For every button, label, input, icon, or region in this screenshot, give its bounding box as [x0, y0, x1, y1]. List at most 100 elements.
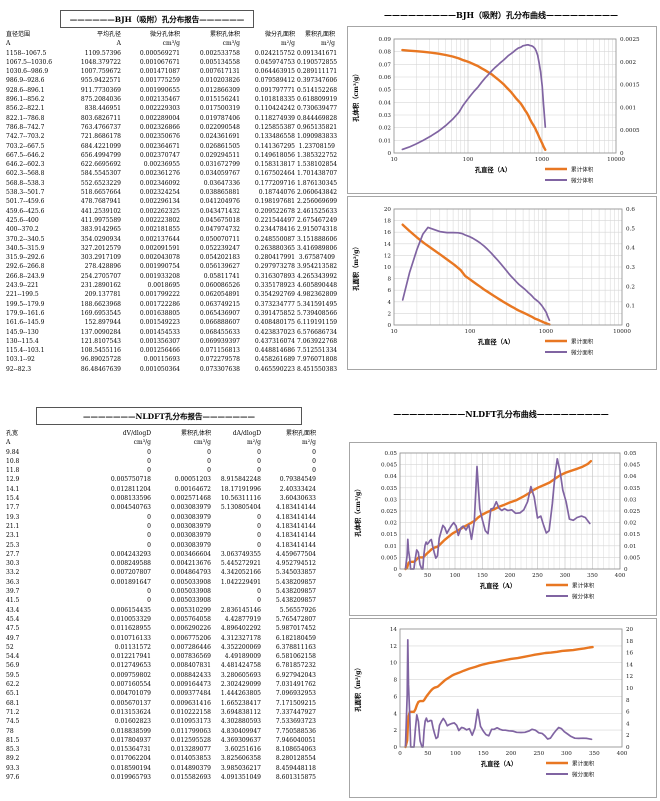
table-cell: 6.576686734 — [297, 328, 337, 336]
table-cell: 0.017804937 — [110, 736, 151, 744]
table-cell: 62.2 — [6, 681, 20, 689]
table-cell: 8.280128554 — [275, 755, 316, 763]
table-row: 986.9--928.6 955.9422571 0.001775259 0.0102… — [3, 76, 337, 85]
table-cell: 3.280605693 — [220, 671, 261, 679]
table-cell: 292.6--266.8 — [6, 263, 45, 271]
bjh-area-distribution-chart: 0 2 4 6 8 10 12 14 16 18 20 0 0.1 0.2 0.3 0.4 0.5 0.6 10 10… — [347, 196, 657, 370]
table-cell: 1.876130345 — [297, 179, 337, 187]
table-cell: 0.001050364 — [139, 365, 180, 373]
series-line — [404, 638, 593, 748]
table-cell: 0.141367295 — [254, 142, 295, 150]
y-axis-tick-left: 0.03 — [385, 497, 398, 503]
table-cell: 0.050070711 — [199, 235, 240, 243]
table-cell: 622.6695692 — [80, 161, 121, 169]
table-row: 17.7 0.004540763 0.003083979 5.130805404 4.1… — [3, 503, 318, 512]
table-cell: 0.010222158 — [170, 708, 211, 716]
table-cell: 5.341591495 — [297, 300, 337, 308]
table-cell: 1007.759672 — [80, 68, 121, 76]
y-axis-tick-right: 0.02 — [624, 521, 637, 527]
table-cell: 0 — [257, 522, 261, 530]
table-cell: 0.465590223 — [254, 365, 295, 373]
y-axis-label: 孔体积（cm³/g） — [351, 70, 360, 121]
table-cell: 501.7--459.6 — [6, 198, 45, 206]
table-cell: 0.001454533 — [139, 328, 180, 336]
table-row: 501.7--459.6 478.7687941 0.002296134 0.0412… — [3, 197, 337, 206]
table-cell: 0 — [257, 457, 261, 465]
table-cell: 0.005033908 — [170, 578, 211, 586]
table-cell: 0 — [147, 448, 151, 456]
table-cell: 4.183414144 — [275, 504, 316, 512]
table-cell: 0.072279578 — [199, 356, 240, 364]
y-axis-tick-left: 0.08 — [379, 50, 392, 56]
table-row: 56.9 0.012749653 0.008407831 4.481424758 6.7… — [3, 661, 318, 670]
table-cell: 0.001775259 — [139, 77, 180, 85]
table-cell: 0.045675018 — [199, 216, 240, 224]
table-cell: 3.825606358 — [220, 755, 261, 763]
table-cell: 0.437316074 — [254, 337, 295, 345]
y-axis-tick-left: 12 — [390, 644, 398, 650]
table-cell: 459.6--425.6 — [6, 207, 45, 215]
table-cell: 0.003083979 — [170, 522, 211, 530]
y-axis-tick-right: 0.035 — [624, 486, 640, 492]
table-cell: 0.002364671 — [139, 142, 180, 150]
table-row: 103.1--92 96.89025728 0.00115693 0.07227957… — [3, 355, 337, 364]
legend-label: 累计体积 — [572, 582, 595, 590]
table-row: 199.5--179.9 188.6623968 0.001722286 0.0637… — [3, 300, 337, 309]
table-cell: 累积孔体积 — [209, 31, 240, 38]
table-cell: 0.001067671 — [139, 58, 180, 66]
y-axis-tick-right: 0.01 — [624, 544, 636, 550]
plot-area — [394, 39, 616, 153]
table-cell: 0.011628955 — [110, 625, 151, 633]
table-row: 538.3--501.7 518.6657664 0.002324254 0.0388… — [3, 188, 337, 197]
table-cell: 0.209522678 — [254, 207, 295, 215]
table-cell: 584.5545307 — [80, 170, 121, 178]
series-line — [404, 459, 593, 571]
table-cell: 0 — [257, 597, 261, 605]
table-cell: 684.4221099 — [80, 142, 121, 150]
table-cell: 0 — [207, 457, 211, 465]
table-cell: 0.001891647 — [110, 578, 151, 586]
table-cell: 0.00236955 — [143, 161, 180, 169]
table-cell: A — [6, 439, 11, 447]
table-cell: 4.481424758 — [220, 662, 261, 670]
series-line — [401, 226, 551, 322]
table-row: 400--370.2 383.9142965 0.002181855 0.047974… — [3, 225, 337, 234]
table-cell: 0.297973278 — [254, 263, 295, 271]
y-axis-tick-left: 8 — [393, 678, 397, 684]
table-cell: 0.101818335 — [254, 96, 295, 104]
table-cell: 0.060086526 — [199, 282, 240, 290]
table-cell: 0.002043078 — [139, 254, 180, 262]
table-cell: 0.00051203 — [174, 476, 211, 484]
table-cell: 7.171509215 — [275, 699, 316, 707]
x-axis-tick: 200 — [505, 573, 516, 579]
y-axis-tick-left: 0.04 — [379, 100, 392, 106]
table-cell: 3.954213582 — [297, 263, 337, 271]
table-row: 11.8 0 0 0 0 — [3, 466, 318, 475]
table-cell: 7.976071808 — [297, 356, 337, 364]
table-cell: 4.302880593 — [220, 718, 261, 726]
table-cell: 0.335178923 — [254, 282, 295, 290]
table-cell: 4.352200069 — [220, 643, 261, 651]
table-cell: 0.012595528 — [170, 736, 211, 744]
table-cell: 30.3 — [6, 560, 20, 568]
table-cell: 5.345033857 — [275, 569, 316, 577]
table-cell: 0.031672799 — [199, 161, 240, 169]
table-cell: 254.2705707 — [80, 272, 121, 280]
y-axis-tick-left: 16 — [384, 230, 392, 236]
table-cell: 0.002533758 — [199, 49, 240, 57]
legend-label: 微分面积 — [572, 771, 595, 779]
table-cell: 0.024361691 — [199, 133, 240, 141]
x-axis-tick: 10 — [390, 157, 398, 163]
table-cell: 0.003083979 — [170, 532, 211, 540]
table-cell: 累积孔面积 — [285, 430, 316, 437]
table-cell: dA/dlogD — [232, 430, 261, 437]
table-cell: 0.002296134 — [139, 198, 180, 206]
y-axis-tick-right: 0.04 — [624, 474, 637, 480]
legend-label: 累计体积 — [571, 166, 594, 174]
table-cell: 4.342052166 — [220, 569, 261, 577]
y-axis-tick-left: 0 — [387, 323, 391, 329]
table-cell: 0.004213676 — [170, 560, 211, 568]
table-cell: 0.110424242 — [254, 105, 295, 113]
table-cell: 0.118274939 — [254, 114, 295, 122]
